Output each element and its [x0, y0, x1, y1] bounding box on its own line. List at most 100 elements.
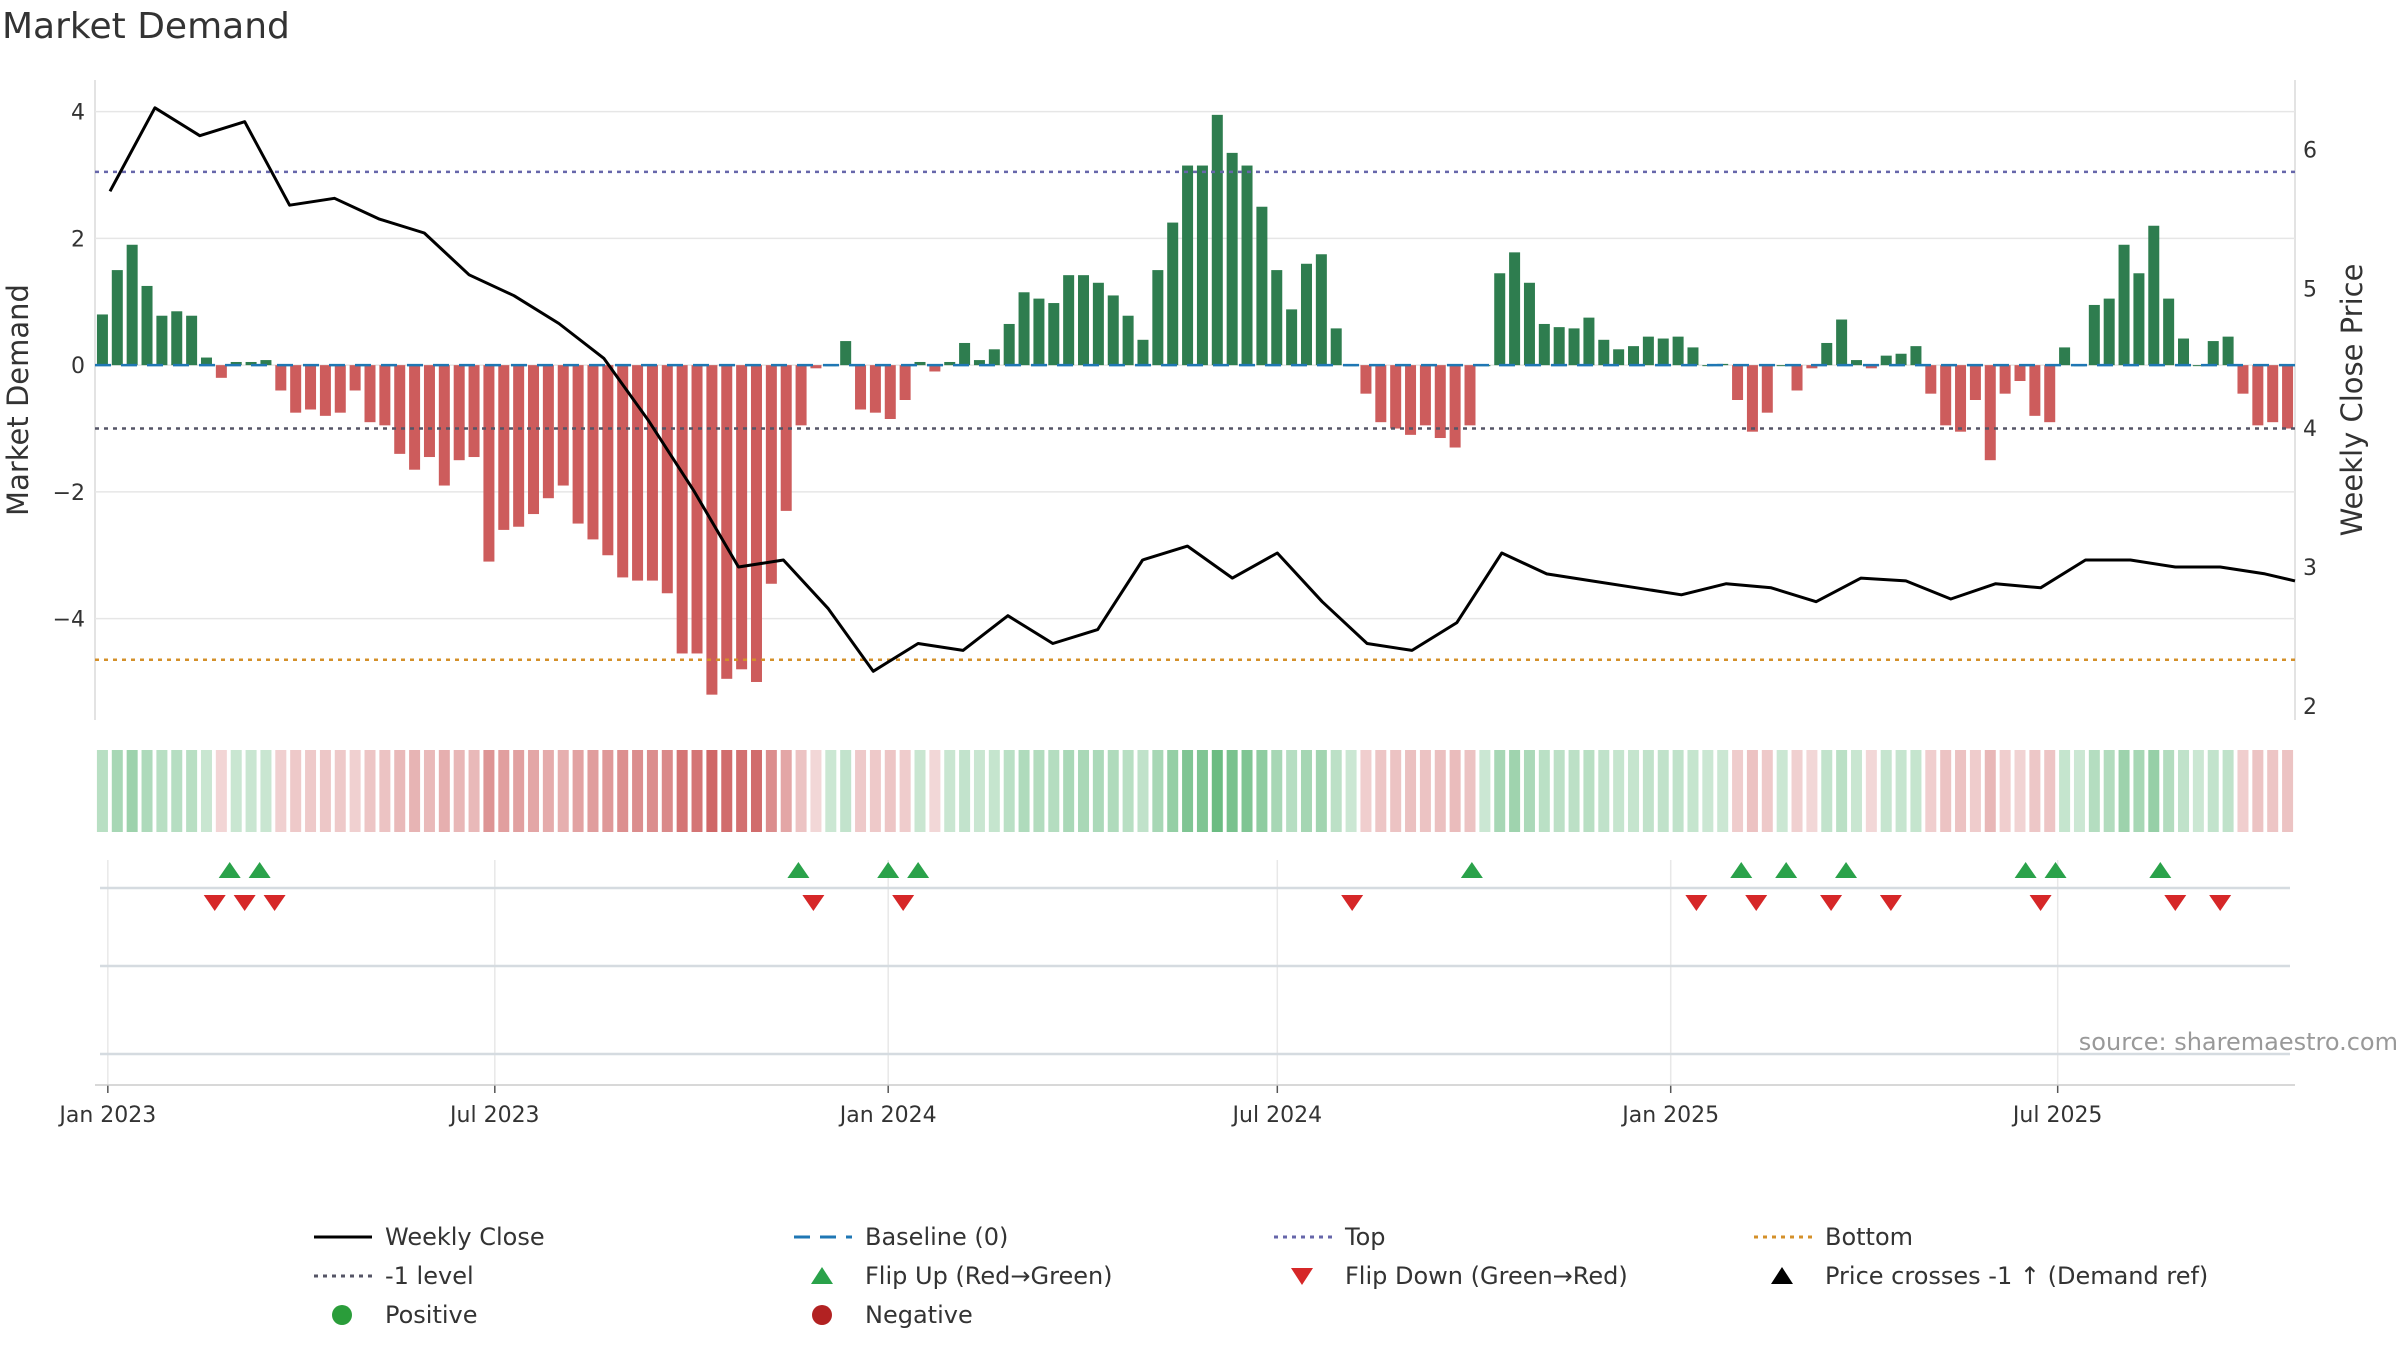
- demand-bar: [1761, 365, 1773, 413]
- demand-bar: [1167, 222, 1179, 366]
- heat-strip-cell: [691, 750, 703, 832]
- demand-bar: [1063, 275, 1075, 366]
- demand-bar: [1940, 365, 1952, 426]
- heat-strip-cell: [438, 750, 450, 832]
- heat-strip-cell: [825, 750, 837, 832]
- demand-bar: [884, 365, 896, 420]
- demand-bar: [409, 365, 421, 470]
- heat-strip-cell: [765, 750, 777, 832]
- heat-strip-cell: [1256, 750, 1268, 832]
- demand-bar: [1226, 152, 1238, 366]
- demand-bar: [1999, 365, 2011, 394]
- heat-strip-cell: [944, 750, 956, 832]
- demand-bar: [2059, 347, 2071, 366]
- demand-bar: [275, 365, 287, 391]
- demand-bar: [780, 365, 792, 511]
- legend-swatch: [811, 1267, 833, 1284]
- heat-strip-cell: [1984, 750, 1996, 832]
- heat-strip-cell: [453, 750, 465, 832]
- x-tick-label: Jul 2023: [448, 1103, 540, 1128]
- heat-strip-cell: [780, 750, 792, 832]
- demand-bar: [1256, 206, 1268, 366]
- demand-bar: [394, 365, 406, 454]
- heat-strip-cell: [483, 750, 495, 832]
- demand-bar: [1390, 365, 1402, 429]
- demand-bar: [2178, 338, 2190, 366]
- heat-strip-cell: [2252, 750, 2264, 832]
- heat-strip-cell: [1657, 750, 1669, 832]
- heat-strip-cell: [423, 750, 435, 832]
- heat-strip-cell: [1345, 750, 1357, 832]
- demand-bar: [840, 341, 852, 366]
- y2-tick-label: 3: [2303, 556, 2317, 581]
- heat-strip-cell: [186, 750, 198, 832]
- heat-strip-cell: [1300, 750, 1312, 832]
- demand-bar: [2148, 225, 2160, 366]
- heat-strip-cell: [468, 750, 480, 832]
- demand-bar: [2044, 365, 2056, 423]
- heat-strip-cell: [1850, 750, 1862, 832]
- heat-strip-cell: [171, 750, 183, 832]
- heat-strip-cell: [1642, 750, 1654, 832]
- heat-strip-cell: [1732, 750, 1744, 832]
- heat-strip-cell: [1063, 750, 1075, 832]
- demand-bar: [646, 365, 658, 581]
- heat-strip-cell: [1078, 750, 1090, 832]
- demand-bar: [1419, 365, 1431, 426]
- heat-strip-cell: [1969, 750, 1981, 832]
- heat-strip-cell: [1048, 750, 1060, 832]
- demand-bar: [2192, 365, 2204, 367]
- demand-bar: [1137, 339, 1149, 366]
- demand-bar: [632, 365, 644, 581]
- demand-bar: [1806, 365, 1818, 369]
- heat-strip-cell: [1880, 750, 1892, 832]
- heat-strip-cell: [899, 750, 911, 832]
- demand-bar: [1746, 365, 1758, 432]
- heat-strip-cell: [1702, 750, 1714, 832]
- heat-strip-cell: [750, 750, 762, 832]
- heat-strip-cell: [840, 750, 852, 832]
- demand-bar: [617, 365, 629, 578]
- heat-strip-cell: [1390, 750, 1402, 832]
- heat-strip-cell: [275, 750, 287, 832]
- heat-strip-cell: [96, 750, 108, 832]
- heat-strip-cell: [2014, 750, 2026, 832]
- demand-bar: [1821, 342, 1833, 366]
- flip-down-marker: [263, 895, 286, 911]
- flip-up-marker: [2014, 862, 2037, 878]
- demand-bar: [2133, 273, 2145, 366]
- heat-strip-cell: [2148, 750, 2160, 832]
- heat-strip-cell: [1628, 750, 1640, 832]
- heat-strip-cell: [1791, 750, 1803, 832]
- demand-bar: [96, 314, 108, 366]
- flip-down-marker: [2029, 895, 2052, 911]
- heat-strip-cell: [1717, 750, 1729, 832]
- heat-strip-cell: [2133, 750, 2145, 832]
- heat-strip-cell: [2073, 750, 2085, 832]
- demand-bar: [513, 365, 525, 527]
- demand-bar: [290, 365, 302, 413]
- heat-strip-cell: [1241, 750, 1253, 832]
- heat-strip-cell: [1598, 750, 1610, 832]
- heat-strip-cell: [1330, 750, 1342, 832]
- heat-strip-cell: [260, 750, 272, 832]
- flip-down-marker: [1820, 895, 1843, 911]
- heat-strip-cell: [2163, 750, 2175, 832]
- heat-strip-cell: [1003, 750, 1015, 832]
- heat-strip-cell: [2192, 750, 2204, 832]
- heat-strip-cell: [1865, 750, 1877, 832]
- flip-down-marker: [233, 895, 256, 911]
- heat-strip-cell: [1092, 750, 1104, 832]
- heat-strip-cell: [2118, 750, 2130, 832]
- demand-bar: [869, 365, 881, 413]
- demand-bar: [1509, 252, 1521, 366]
- demand-bar: [171, 311, 183, 366]
- demand-bar: [1776, 365, 1788, 367]
- demand-bar: [200, 357, 212, 366]
- heat-strip-cell: [394, 750, 406, 832]
- demand-bar: [319, 365, 331, 416]
- demand-bar: [750, 365, 762, 682]
- heat-strip-cell: [602, 750, 614, 832]
- demand-bar: [1850, 360, 1862, 366]
- heat-strip-cell: [632, 750, 644, 832]
